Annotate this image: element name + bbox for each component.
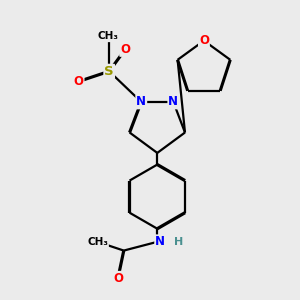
Text: N: N [155,235,165,248]
Text: S: S [104,65,114,78]
Text: N: N [136,95,146,108]
Text: H: H [174,237,183,247]
Text: O: O [113,272,123,285]
Text: CH₃: CH₃ [97,31,118,41]
Text: O: O [199,34,209,47]
Text: O: O [120,43,130,56]
Text: CH₃: CH₃ [87,237,108,247]
Text: O: O [74,75,84,88]
Text: N: N [168,95,178,108]
